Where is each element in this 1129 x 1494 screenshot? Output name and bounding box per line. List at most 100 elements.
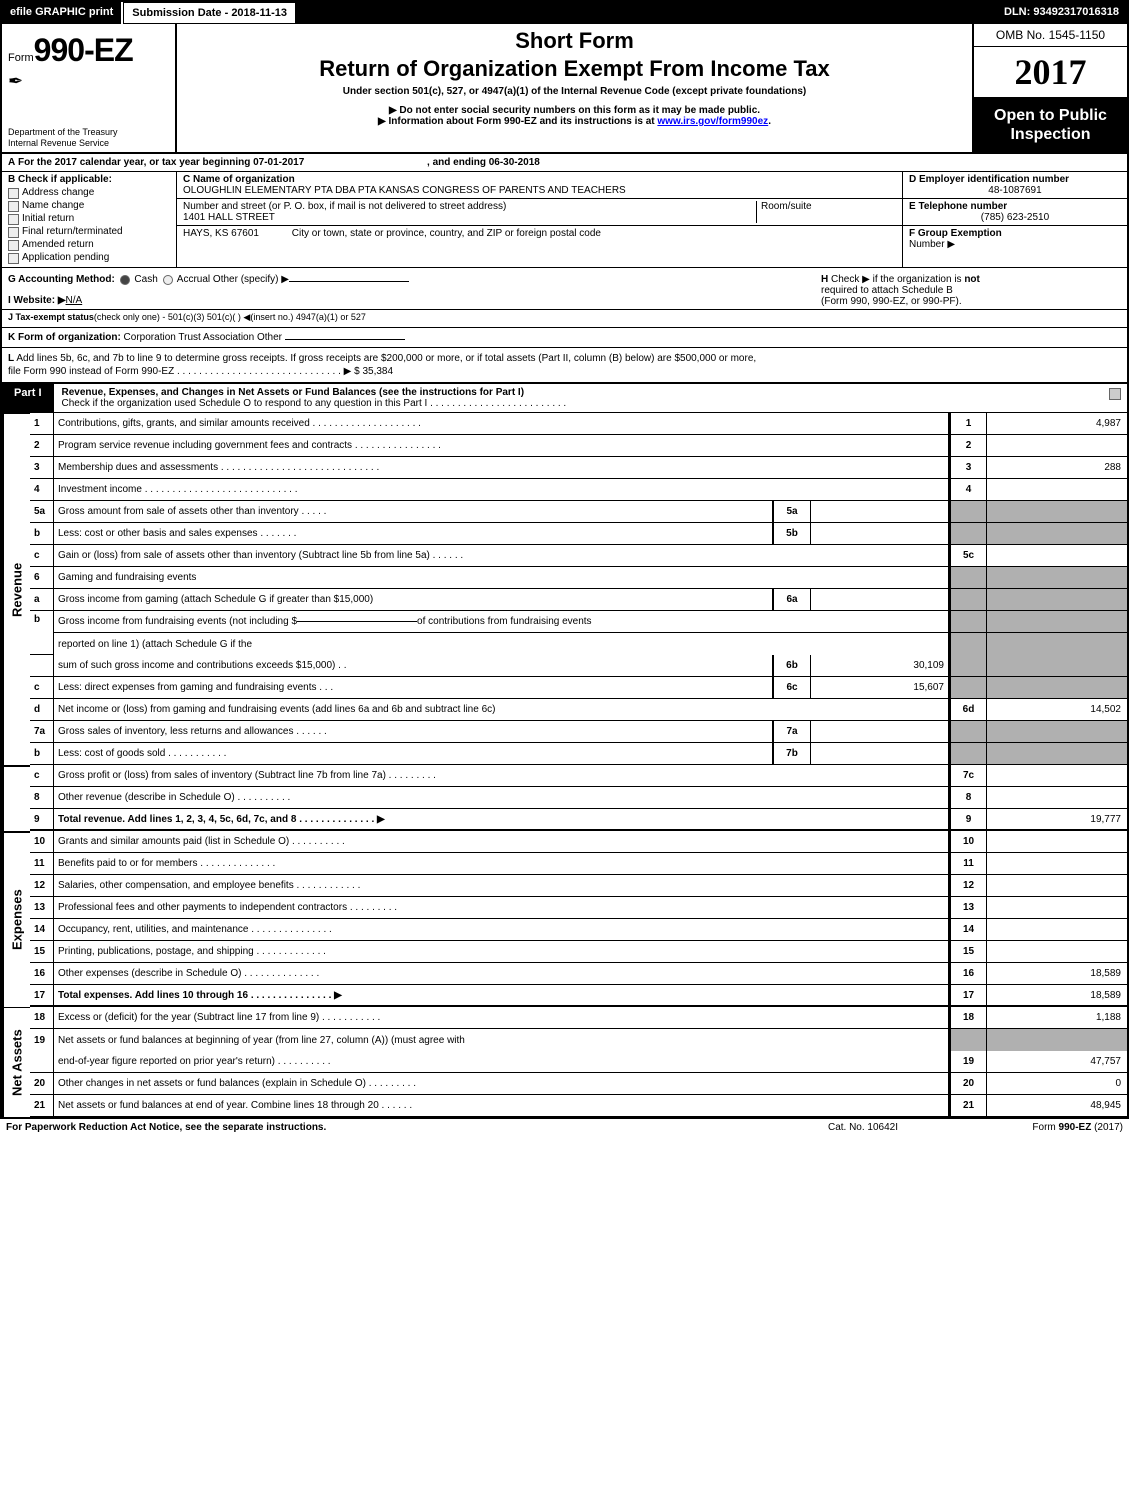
- room-cell: Room/suite: [756, 201, 896, 223]
- l6b-blank[interactable]: [297, 621, 417, 622]
- l6a-sn: 6a: [773, 589, 811, 611]
- f-group-number: Number ▶: [909, 239, 1121, 250]
- part1-title: Revenue, Expenses, and Changes in Net As…: [62, 387, 525, 398]
- tel-value: (785) 623-2510: [909, 212, 1121, 223]
- l11-mn: 11: [949, 853, 987, 875]
- l16-num: 16: [30, 963, 54, 985]
- h-text3: (Form 990, 990-EZ, or 990-PF).: [821, 296, 962, 307]
- footer-right-prefix: Form: [1032, 1122, 1058, 1133]
- l6b-mn-shade3: [949, 655, 987, 677]
- l19-mv-shade: [987, 1029, 1127, 1051]
- header-center: Short Form Return of Organization Exempt…: [177, 24, 972, 152]
- omb-number: OMB No. 1545-1150: [974, 24, 1127, 47]
- l16-mn: 16: [949, 963, 987, 985]
- dln: DLN: 93492317016318: [996, 2, 1127, 24]
- k-other-blank[interactable]: [285, 339, 405, 340]
- l6b-mv-shade1: [987, 611, 1127, 633]
- l6-mv-shade: [987, 567, 1127, 589]
- l13-mv: [987, 897, 1127, 919]
- l10-desc: Grants and similar amounts paid (list in…: [54, 831, 949, 853]
- g-accrual: Accrual: [177, 274, 210, 285]
- col-d: D Employer identification number 48-1087…: [902, 172, 1127, 267]
- side-revenue-ext: [2, 765, 30, 831]
- l11-mv: [987, 853, 1127, 875]
- l15-mn: 15: [949, 941, 987, 963]
- l7a-mv-shade: [987, 721, 1127, 743]
- l7c-mn: 7c: [949, 765, 987, 787]
- radio-cash[interactable]: [120, 275, 130, 285]
- l9-desc: Total revenue. Add lines 1, 2, 3, 4, 5c,…: [54, 809, 949, 831]
- l5b-num: b: [30, 523, 54, 545]
- l6b-mn-shade1: [949, 611, 987, 633]
- footer-right: Form 990-EZ (2017): [963, 1122, 1123, 1133]
- chk-final-return[interactable]: Final return/terminated: [8, 226, 170, 237]
- l6-mn-shade: [949, 567, 987, 589]
- l18-mn: 18: [949, 1007, 987, 1029]
- a-text1: For the 2017 calendar year, or tax year …: [18, 157, 304, 168]
- l5c-mn: 5c: [949, 545, 987, 567]
- part1-checkbox[interactable]: [1103, 384, 1127, 412]
- l4-num: 4: [30, 479, 54, 501]
- g-left: G Accounting Method: Cash Accrual Other …: [8, 274, 821, 307]
- g-cash: Cash: [134, 274, 157, 285]
- radio-accrual[interactable]: [163, 275, 173, 285]
- l17-mv: 18,589: [987, 985, 1127, 1007]
- efile-badge: efile GRAPHIC print: [2, 2, 123, 24]
- f-group-label: F Group Exemption: [909, 228, 1121, 239]
- l9-mv: 19,777: [987, 809, 1127, 831]
- footer-left: For Paperwork Reduction Act Notice, see …: [6, 1122, 763, 1133]
- dept-line2: Internal Revenue Service: [8, 138, 169, 149]
- form-page: efile GRAPHIC print Submission Date - 20…: [0, 0, 1129, 1119]
- l14-mn: 14: [949, 919, 987, 941]
- l5a-mv-shade: [987, 501, 1127, 523]
- l5a-mn-shade: [949, 501, 987, 523]
- chk-initial-return[interactable]: Initial return: [8, 213, 170, 224]
- g-other-blank[interactable]: [289, 281, 409, 282]
- chk-name-change[interactable]: Name change: [8, 200, 170, 211]
- l5a-sv: [811, 501, 949, 523]
- chk-amended-return[interactable]: Amended return: [8, 239, 170, 250]
- j-text: (check only one) - 501(c)(3) 501(c)( ) ◀…: [94, 312, 366, 322]
- l6b-desc2: reported on line 1) (attach Schedule G i…: [54, 633, 949, 655]
- g-other: Other (specify) ▶: [213, 274, 289, 285]
- l6d-desc: Net income or (loss) from gaming and fun…: [54, 699, 949, 721]
- l12-mv: [987, 875, 1127, 897]
- l10-mn: 10: [949, 831, 987, 853]
- l4-mn: 4: [949, 479, 987, 501]
- l20-desc: Other changes in net assets or fund bala…: [54, 1073, 949, 1095]
- form-number: 990-EZ: [34, 32, 133, 69]
- header-left: Form 990-EZ ✒︎ Department of the Treasur…: [2, 24, 177, 152]
- a-label: A: [8, 157, 15, 168]
- l15-desc: Printing, publications, postage, and shi…: [54, 941, 949, 963]
- inst2-suffix: .: [768, 116, 771, 127]
- l7c-desc: Gross profit or (loss) from sales of inv…: [54, 765, 949, 787]
- l5b-sn: 5b: [773, 523, 811, 545]
- l6c-mv-shade: [987, 677, 1127, 699]
- irs-link[interactable]: www.irs.gov/form990ez: [657, 116, 768, 127]
- l6a-mv-shade: [987, 589, 1127, 611]
- org-city: HAYS, KS 67601: [183, 228, 259, 239]
- l21-mv: 48,945: [987, 1095, 1127, 1117]
- a-text2: , and ending 06-30-2018: [427, 157, 540, 168]
- dept-line1: Department of the Treasury: [8, 127, 169, 138]
- l3-desc: Membership dues and assessments . . . . …: [54, 457, 949, 479]
- l7a-sn: 7a: [773, 721, 811, 743]
- b-head-text: Check if applicable:: [18, 174, 112, 185]
- l6b-sn: 6b: [773, 655, 811, 677]
- l12-num: 12: [30, 875, 54, 897]
- l2-desc: Program service revenue including govern…: [54, 435, 949, 457]
- c-name-row: C Name of organization OLOUGHLIN ELEMENT…: [177, 172, 902, 199]
- chk-application-pending[interactable]: Application pending: [8, 252, 170, 263]
- part1-check-text: Check if the organization used Schedule …: [62, 398, 567, 409]
- l13-desc: Professional fees and other payments to …: [54, 897, 949, 919]
- l7b-mv-shade: [987, 743, 1127, 765]
- e-tel-row: E Telephone number (785) 623-2510: [903, 199, 1127, 226]
- chk-address-change[interactable]: Address change: [8, 187, 170, 198]
- l10-num: 10: [30, 831, 54, 853]
- treasury-logo-icon: ✒︎: [8, 71, 169, 92]
- i-label: I Website: ▶: [8, 295, 66, 306]
- k-label: K Form of organization:: [8, 332, 121, 343]
- topbar-spacer: [296, 2, 996, 24]
- l19-desc1: Net assets or fund balances at beginning…: [54, 1029, 949, 1051]
- l17-num: 17: [30, 985, 54, 1007]
